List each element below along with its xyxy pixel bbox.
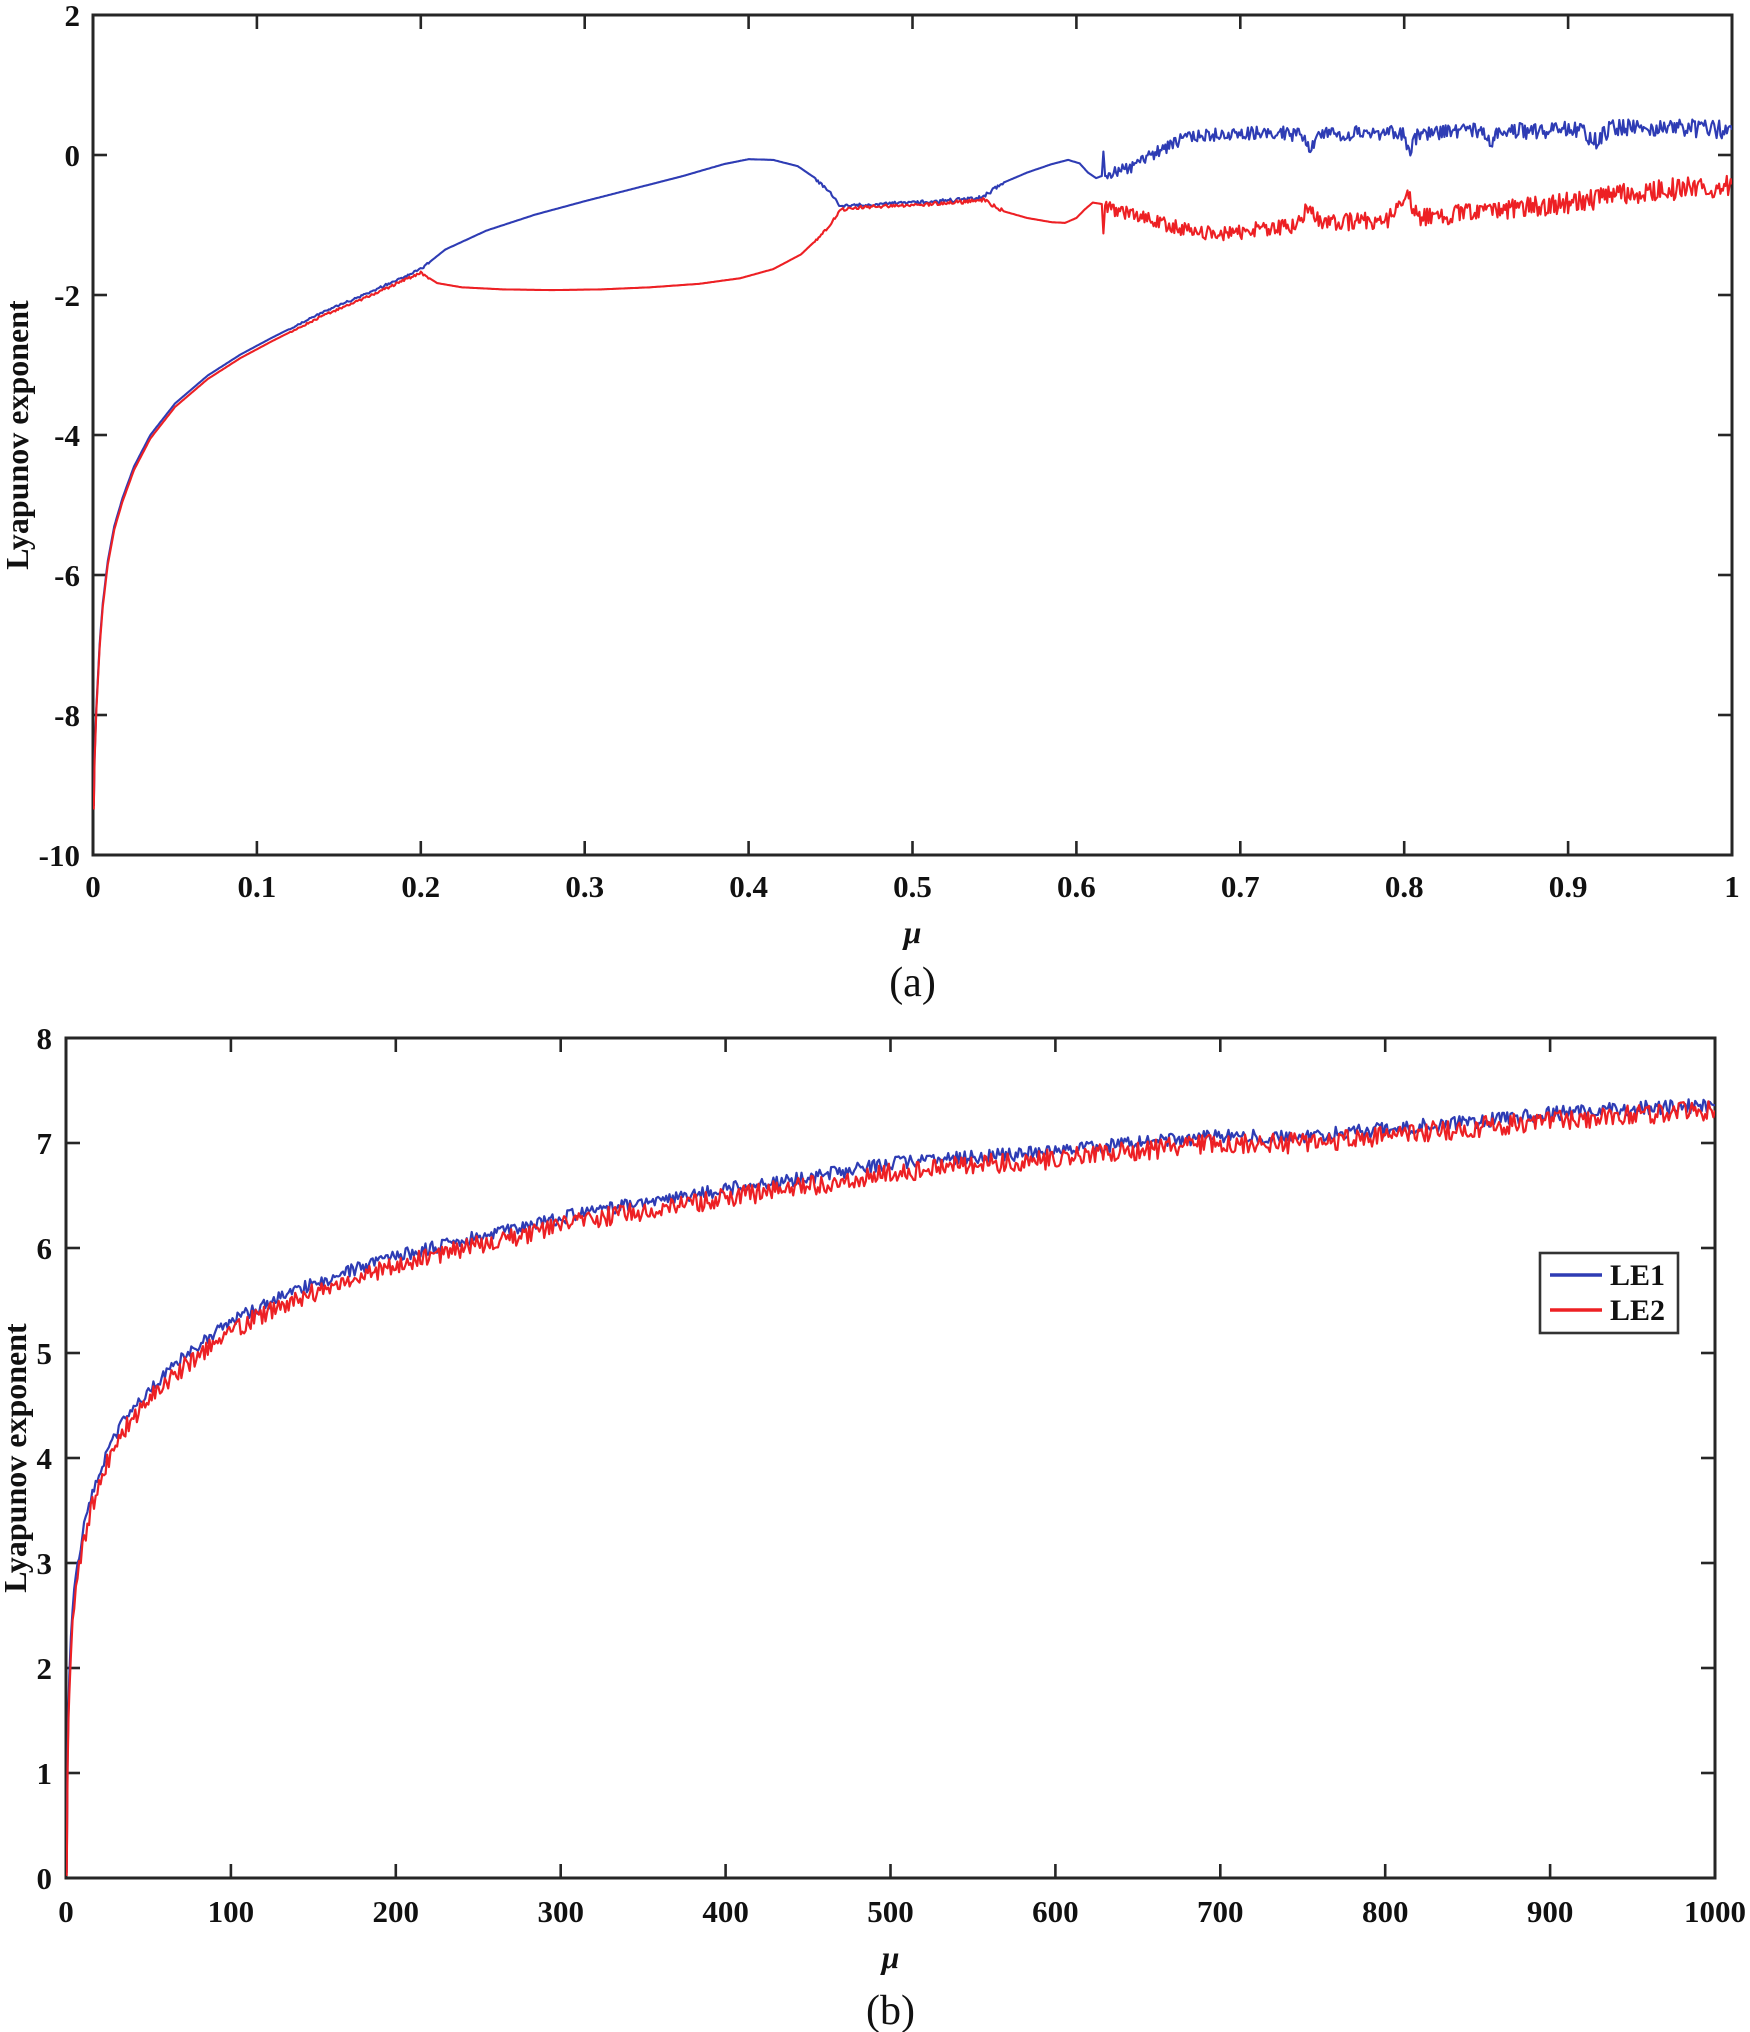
y-tick-label: 2 (37, 1651, 53, 1686)
y-tick-label: -8 (54, 698, 80, 733)
plot-border (64, 1036, 1717, 1880)
x-tick-label: 600 (1032, 1894, 1079, 1929)
x-tick-label: 0.6 (1057, 869, 1096, 904)
y-tick-label: 1 (37, 1756, 53, 1791)
x-tick-label: 300 (537, 1894, 584, 1929)
y-tick-label: -2 (54, 278, 80, 313)
tick-marks (64, 1038, 1717, 1878)
series-line-LE1 (93, 118, 1732, 807)
y-tick-label: -6 (54, 558, 80, 593)
chart-a-lyapunov-vs-mu-0-1: 0 0.1 0.2 0.3 0.4 0.5 0.6 0.7 0.8 0.9 1 2 0 -2 -4 -6 -8 -… (0, 0, 1740, 1006)
y-tick-label: 5 (37, 1336, 53, 1371)
subfigure-caption: (a) (889, 960, 936, 1006)
x-tick-label: 0 (85, 869, 101, 904)
y-tick-label: 0 (37, 1861, 53, 1896)
x-tick-label: 0.1 (238, 869, 277, 904)
x-tick-label: 0.8 (1385, 869, 1424, 904)
x-tick-label: 0.9 (1549, 869, 1588, 904)
series-line-LE2 (93, 174, 1732, 810)
x-tick-label: 1000 (1684, 1894, 1746, 1929)
series-line-LE2 (66, 1100, 1715, 1876)
x-tick-label: 900 (1527, 1894, 1574, 1929)
legend-label-LE2: LE2 (1610, 1294, 1665, 1327)
y-tick-label: 7 (37, 1126, 53, 1161)
y-tick-label: 8 (37, 1021, 53, 1056)
y-tick-label: 0 (65, 138, 81, 173)
x-tick-label: 500 (867, 1894, 914, 1929)
x-tick-label: 700 (1197, 1894, 1244, 1929)
plot-area (93, 118, 1732, 810)
y-tick-label: 2 (65, 0, 81, 33)
x-tick-label: 0.3 (565, 869, 604, 904)
x-tick-label: 0.4 (729, 869, 768, 904)
x-tick-label: 0 (58, 1894, 74, 1929)
x-tick-label: 0.7 (1221, 869, 1260, 904)
subfigure-caption: (b) (866, 1988, 915, 2032)
x-axis-label: μ (902, 914, 922, 950)
y-axis-label: Lyapunov exponent (0, 1323, 33, 1593)
chart-b-lyapunov-vs-mu-0-1000: 0 100 200 300 400 500 600 700 800 900 1000 8 7 6 5 4 3 2 1… (0, 1021, 1746, 2032)
x-tick-label: 0.5 (893, 869, 932, 904)
plot-border (91, 13, 1734, 857)
x-tick-label: 400 (702, 1894, 749, 1929)
y-tick-label: 4 (37, 1441, 53, 1476)
x-tick-label: 0.2 (401, 869, 440, 904)
series-line-LE1 (66, 1098, 1715, 1873)
x-tick-label: 800 (1362, 1894, 1409, 1929)
legend-box (1538, 1251, 1680, 1335)
x-axis-label: μ (880, 1939, 900, 1975)
x-tick-label: 200 (373, 1894, 420, 1929)
y-axis-label: Lyapunov exponent (0, 300, 35, 570)
plot-area (66, 1098, 1715, 1876)
y-tick-label: -4 (54, 418, 80, 453)
x-tick-label: 100 (208, 1894, 255, 1929)
legend-label-LE1: LE1 (1610, 1259, 1665, 1292)
y-tick-label: 6 (37, 1231, 53, 1266)
y-tick-label: -10 (39, 838, 80, 873)
y-tick-label: 3 (37, 1546, 53, 1581)
tick-marks (91, 15, 1734, 855)
x-tick-label: 1 (1724, 869, 1740, 904)
